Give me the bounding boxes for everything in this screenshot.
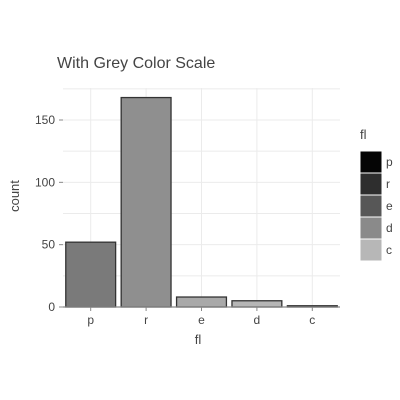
x-tick-label-p: p: [87, 313, 94, 327]
bar-p: [65, 241, 117, 308]
bar-e: [175, 296, 228, 308]
legend-key-c: [359, 238, 383, 262]
legend-key-d: [359, 216, 383, 240]
y-tick-label: 150: [35, 113, 55, 127]
legend-label-e: e: [386, 199, 393, 213]
y-tick-label: 50: [42, 238, 56, 252]
x-tick-label-d: d: [254, 313, 261, 327]
legend-key-p: [359, 150, 383, 174]
x-tick-label-c: c: [309, 313, 315, 327]
bar-r: [120, 96, 172, 308]
legend-label-c: c: [386, 243, 392, 257]
bars: [65, 96, 338, 308]
legend-label-d: d: [386, 221, 393, 235]
legend-label-r: r: [386, 177, 390, 191]
legend-label-p: p: [386, 155, 393, 169]
x-axis-title: fl: [195, 332, 202, 347]
legend-key-e: [359, 194, 383, 218]
y-axis-title: count: [7, 180, 22, 212]
axes: p r e d c 0 50 100 150: [35, 113, 340, 327]
legend-title: fl: [360, 127, 367, 142]
x-tick-label-e: e: [198, 313, 205, 327]
legend-key-r: [359, 172, 383, 196]
y-tick-label: 100: [35, 175, 55, 189]
bar-d: [231, 300, 283, 308]
x-tick-label-r: r: [144, 313, 148, 327]
y-tick-label: 0: [48, 300, 55, 314]
chart-title: With Grey Color Scale: [57, 55, 215, 72]
